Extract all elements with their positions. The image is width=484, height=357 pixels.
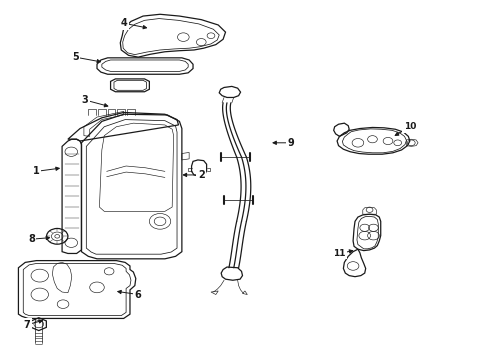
Text: 7: 7: [23, 320, 30, 330]
Text: 6: 6: [135, 290, 141, 300]
Text: 8: 8: [28, 234, 35, 244]
Text: 2: 2: [197, 170, 204, 180]
Text: 5: 5: [72, 52, 78, 62]
Text: 11: 11: [333, 249, 345, 258]
Text: 4: 4: [120, 18, 127, 28]
Text: 9: 9: [287, 138, 294, 148]
Text: 10: 10: [403, 122, 415, 131]
Text: 3: 3: [81, 95, 88, 105]
Text: 1: 1: [33, 166, 40, 176]
